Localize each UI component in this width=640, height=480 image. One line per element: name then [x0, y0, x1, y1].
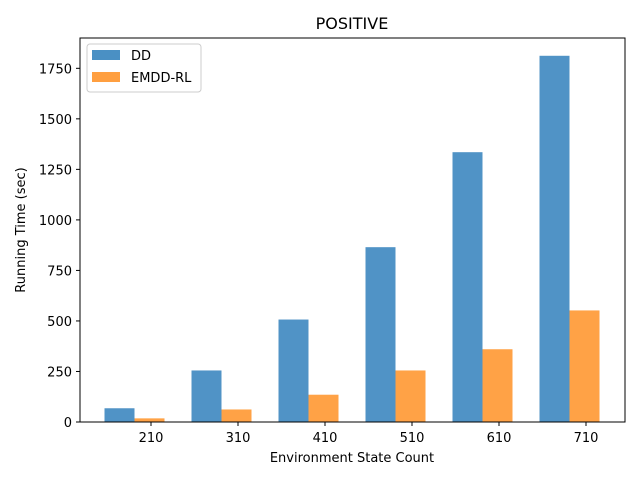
legend-label-dd: DD — [131, 49, 151, 64]
y-axis: 0 250 500 750 1000 1250 1500 1750 — [39, 62, 80, 431]
bar-emdd-rl-310 — [221, 409, 252, 422]
y-tick-label: 1000 — [39, 214, 72, 229]
bar-emdd-rl-410 — [308, 394, 339, 422]
x-tick-label: 310 — [226, 431, 251, 446]
plot-frame — [79, 37, 626, 423]
legend-swatch-emdd-rl — [92, 72, 120, 82]
bar-dd-410 — [278, 319, 309, 422]
legend-label-emdd-rl: EMDD-RL — [131, 71, 192, 86]
x-tick-label: 510 — [400, 431, 425, 446]
bar-dd-710 — [539, 55, 570, 422]
bar-dd-510 — [365, 247, 396, 422]
y-tick-label: 250 — [47, 365, 72, 380]
y-axis-title: Running Time (sec) — [14, 167, 29, 292]
bar-emdd-rl-610 — [482, 349, 513, 422]
bar-emdd-rl-710 — [569, 310, 600, 422]
y-tick-label: 750 — [47, 264, 72, 279]
chart-title: POSITIVE — [316, 14, 389, 33]
x-tick-label: 210 — [139, 431, 164, 446]
y-tick-label: 1750 — [39, 62, 72, 77]
y-tick-label: 1500 — [39, 113, 72, 128]
plot-area — [79, 37, 626, 423]
x-axis: 210 310 410 510 610 710 — [139, 422, 599, 446]
x-axis-title: Environment State Count — [270, 451, 434, 466]
bar-emdd-rl-210 — [134, 418, 165, 422]
y-tick-label: 500 — [47, 315, 72, 330]
bar-dd-610 — [452, 152, 483, 423]
bar-dd-210 — [104, 408, 135, 422]
bar-emdd-rl-510 — [395, 370, 426, 422]
y-tick-label: 1250 — [39, 163, 72, 178]
x-tick-label: 610 — [487, 431, 512, 446]
y-tick-label: 0 — [64, 416, 72, 431]
x-tick-label: 710 — [574, 431, 599, 446]
bar-dd-310 — [191, 370, 222, 422]
legend-swatch-dd — [92, 50, 120, 60]
x-tick-label: 410 — [313, 431, 338, 446]
legend: DD EMDD-RL — [86, 43, 202, 93]
